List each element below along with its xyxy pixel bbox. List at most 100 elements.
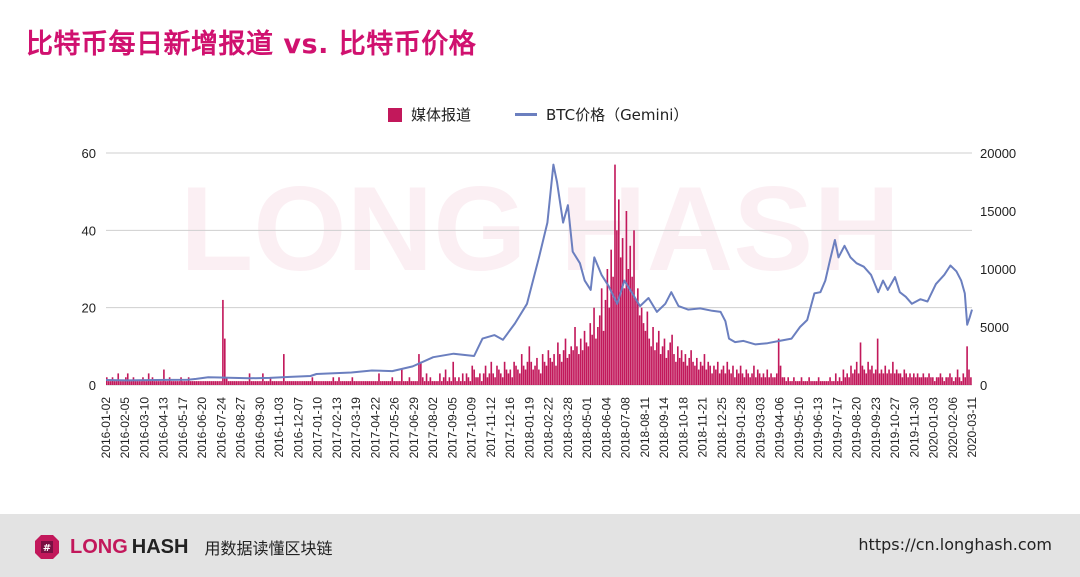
coverage-bar	[364, 381, 367, 385]
coverage-bar	[606, 269, 609, 385]
coverage-bar	[387, 381, 390, 385]
coverage-bar	[949, 373, 951, 385]
coverage-bar	[697, 369, 700, 385]
y-right-tick-label: 10000	[980, 262, 1016, 277]
legend-bar-swatch	[388, 107, 402, 122]
coverage-bar	[300, 381, 302, 385]
x-tick-label: 2018-09-14	[657, 397, 671, 459]
coverage-bar	[279, 381, 281, 385]
coverage-bar	[873, 373, 875, 385]
coverage-bar	[558, 354, 561, 385]
coverage-bar	[212, 381, 215, 385]
y-right-tick-label: 20000	[980, 146, 1016, 161]
coverage-bar	[406, 381, 409, 385]
coverage-bar	[263, 381, 266, 385]
coverage-bar	[374, 381, 376, 385]
coverage-bar	[774, 377, 776, 385]
coverage-bar	[656, 342, 658, 385]
coverage-bar	[705, 369, 708, 385]
coverage-bar	[208, 381, 211, 385]
coverage-bar	[966, 346, 968, 385]
coverage-bar	[768, 377, 770, 385]
coverage-bar	[892, 361, 894, 385]
coverage-bar	[499, 373, 502, 385]
coverage-bar	[450, 381, 453, 385]
coverage-bar	[448, 377, 451, 385]
coverage-bar	[199, 381, 201, 385]
coverage-bar	[106, 377, 108, 385]
coverage-bar	[134, 381, 137, 385]
coverage-bar	[138, 381, 140, 385]
coverage-bar	[235, 381, 238, 385]
coverage-bar	[140, 381, 142, 385]
coverage-bar	[863, 369, 866, 385]
coverage-bar	[184, 381, 186, 385]
coverage-bar	[555, 365, 557, 385]
coverage-bar	[545, 365, 548, 385]
x-tick-label: 2016-06-20	[195, 397, 209, 459]
coverage-bar	[338, 377, 340, 385]
chart-canvas: LONG HASH 0 20 40 60 0 5000 10000 15000 20000 201…	[82, 146, 1017, 459]
coverage-bar	[404, 381, 407, 385]
coverage-bar	[252, 381, 255, 385]
x-tick-label: 2019-06-13	[811, 397, 825, 459]
coverage-bar	[956, 369, 959, 385]
coverage-bar	[294, 381, 297, 385]
coverage-bar	[581, 350, 584, 385]
coverage-bar	[709, 365, 711, 385]
coverage-bar	[665, 357, 668, 385]
coverage-bar	[798, 381, 801, 385]
coverage-bar	[623, 288, 626, 385]
coverage-bar	[431, 381, 434, 385]
coverage-bar	[271, 381, 274, 385]
coverage-bar	[589, 323, 592, 385]
coverage-bar	[163, 369, 165, 385]
coverage-bar	[452, 361, 455, 385]
coverage-bar	[787, 377, 789, 385]
longhash-logo[interactable]: # LONG HASH 用数据读懂区块链	[32, 531, 332, 563]
coverage-bar	[204, 381, 207, 385]
coverage-bar	[686, 365, 689, 385]
coverage-bar	[796, 381, 799, 385]
coverage-bar	[593, 307, 595, 385]
coverage-bar	[690, 350, 692, 385]
coverage-bar	[682, 361, 685, 385]
x-tick-label: 2017-01-10	[311, 397, 325, 459]
x-tick-label: 2018-07-08	[619, 397, 633, 459]
coverage-bar	[361, 381, 363, 385]
coverage-bar	[157, 381, 160, 385]
coverage-bar	[802, 381, 805, 385]
coverage-bar	[366, 381, 369, 385]
coverage-bar	[962, 373, 965, 385]
coverage-bar	[355, 381, 357, 385]
coverage-bar	[817, 377, 820, 385]
x-tick-label: 2018-03-28	[561, 397, 575, 459]
x-tick-label: 2019-01-28	[734, 397, 748, 459]
x-tick-label: 2016-09-30	[253, 397, 267, 459]
x-tick-label: 2017-06-29	[407, 397, 421, 459]
site-url-link[interactable]: https://cn.longhash.com	[858, 535, 1052, 554]
coverage-bar	[964, 377, 967, 385]
coverage-bar	[488, 373, 491, 385]
coverage-bar	[646, 311, 649, 385]
coverage-bar	[347, 381, 350, 385]
coverage-bar	[825, 381, 828, 385]
x-tick-label: 2017-12-16	[503, 397, 517, 459]
coverage-bar	[260, 381, 262, 385]
coverage-bar	[905, 373, 907, 385]
coverage-bar	[191, 381, 194, 385]
coverage-bar	[288, 381, 291, 385]
coverage-bar	[241, 381, 243, 385]
coverage-bar	[595, 338, 597, 385]
coverage-bar	[258, 381, 260, 385]
coverage-bar	[113, 381, 116, 385]
coverage-bar	[694, 365, 696, 385]
x-tick-label: 2017-11-12	[484, 397, 498, 458]
x-tick-label: 2016-04-13	[157, 397, 171, 459]
x-tick-label: 2019-11-30	[907, 397, 921, 458]
coverage-bar	[180, 377, 182, 385]
coverage-bar	[109, 381, 112, 385]
x-tick-label: 2016-07-24	[214, 397, 228, 459]
coverage-bar	[829, 377, 831, 385]
watermark-text: LONG HASH	[180, 162, 900, 296]
